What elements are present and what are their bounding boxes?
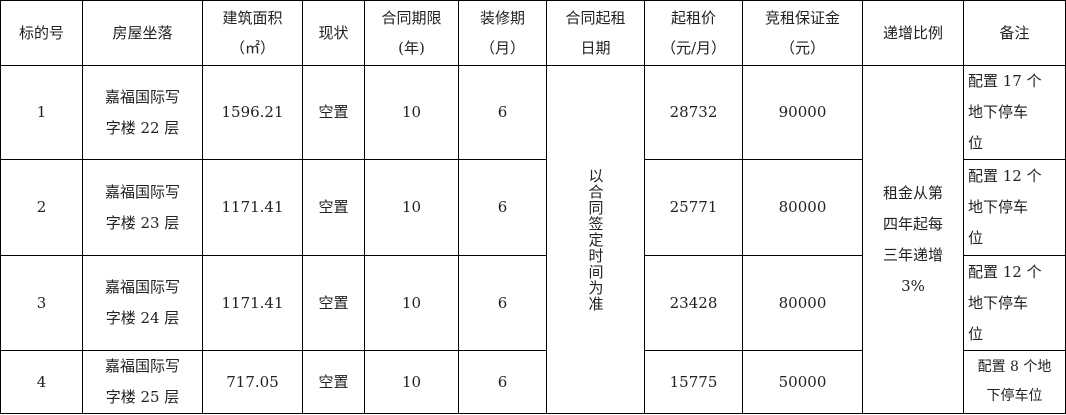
cell-increase: 租金从第四年起每三年递增 3% xyxy=(862,65,964,414)
cell-fitout: 6 xyxy=(458,255,547,351)
cell-remark: 配置 8 个地 下停车位 xyxy=(963,350,1066,414)
cell-area: 1596.21 xyxy=(202,65,303,160)
header-line: 备注 xyxy=(999,24,1030,42)
increase-line: 三年递增 xyxy=(882,245,943,264)
header-rent: 起租价 （元/月） xyxy=(644,0,743,66)
remark-line: 位 xyxy=(968,229,984,247)
cell-start-date: 以合同签定时间为准 xyxy=(546,65,645,414)
header-deposit: 竞租保证金 （元） xyxy=(742,0,863,66)
location-line: 字楼 24 层 xyxy=(105,309,180,327)
table-row: 4 嘉福国际写 字楼 25 层 717.05 空置 10 6 15775 50000 配置 8 个… xyxy=(0,350,1066,414)
cell-location: 嘉福国际写字楼 24 层 xyxy=(82,255,203,351)
header-line: 房屋坐落 xyxy=(112,24,173,42)
header-line: 建筑面积 xyxy=(222,9,283,27)
cell-rent: 23428 xyxy=(644,255,743,351)
cell-remark: 配置 12 个地下停车位 xyxy=(963,255,1066,351)
header-line: 日期 xyxy=(580,39,611,57)
cell-deposit: 90000 xyxy=(742,65,863,160)
location-line: 字楼 25 层 xyxy=(105,388,180,406)
cell-location: 嘉福国际写字楼 22 层 xyxy=(82,65,203,160)
location-line: 字楼 23 层 xyxy=(105,213,180,232)
increase-line: 四年起每 xyxy=(882,214,943,233)
header-area: 建筑面积 （㎡） xyxy=(202,0,303,66)
location-line: 嘉福国际写 xyxy=(104,357,180,375)
cell-lot-number: 4 xyxy=(0,350,83,414)
cell-lot-number: 2 xyxy=(0,159,83,256)
cell-deposit: 50000 xyxy=(742,350,863,414)
cell-rent: 15775 xyxy=(644,350,743,414)
start-date-text: 以合同签定时间为准 xyxy=(586,167,605,312)
remark-line: 位 xyxy=(968,324,984,343)
header-line: (年) xyxy=(398,39,425,57)
cell-status: 空置 xyxy=(302,65,365,160)
cell-rent: 25771 xyxy=(644,159,743,256)
header-line: （元/月） xyxy=(660,39,727,57)
cell-term: 10 xyxy=(364,159,459,256)
header-line: 装修期 xyxy=(479,9,525,27)
remark-line: 地下停车 xyxy=(968,293,1029,312)
remark-line: 地下停车 xyxy=(968,198,1029,216)
location-line: 嘉福国际写 xyxy=(104,278,180,296)
header-line: 合同起租 xyxy=(565,9,626,27)
header-increase: 递增比例 xyxy=(862,0,964,66)
header-start-date: 合同起租 日期 xyxy=(546,0,645,66)
header-lot-number: 标的号 xyxy=(0,0,83,66)
remark-line: 配置 17 个 xyxy=(968,72,1042,90)
increase-line: 租金从第 xyxy=(882,183,943,202)
remark-line: 配置 12 个 xyxy=(968,262,1042,281)
cell-remark: 配置 12 个地下停车位 xyxy=(963,159,1066,256)
header-line: 标的号 xyxy=(18,24,64,42)
increase-line: 3% xyxy=(901,276,925,295)
cell-fitout: 6 xyxy=(458,350,547,414)
header-line: 合同期限 xyxy=(381,9,442,27)
header-remark: 备注 xyxy=(963,0,1066,66)
cell-rent: 28732 xyxy=(644,65,743,160)
table-row: 1 嘉福国际写 字楼 22 层 1596.21 空置 10 6 以合同签定时间为准 28732 9… xyxy=(0,65,1066,414)
cell-area: 1171.41 xyxy=(202,255,303,351)
header-term: 合同期限 (年) xyxy=(364,0,459,66)
cell-term: 10 xyxy=(364,350,459,414)
location-line: 嘉福国际写 xyxy=(104,182,180,201)
cell-lot-number: 1 xyxy=(0,65,83,160)
cell-lot-number: 3 xyxy=(0,255,83,351)
cell-deposit: 80000 xyxy=(742,255,863,351)
header-status: 现状 xyxy=(302,0,365,66)
header-location: 房屋坐落 xyxy=(82,0,203,66)
cell-fitout: 6 xyxy=(458,65,547,160)
cell-term: 10 xyxy=(364,65,459,160)
cell-deposit: 80000 xyxy=(742,159,863,256)
cell-status: 空置 xyxy=(302,350,365,414)
header-fitout: 装修期 （月） xyxy=(458,0,547,66)
cell-area: 717.05 xyxy=(202,350,303,414)
header-row: 标的号 房屋坐落 建筑面积 （㎡） 现状 合同期限 (年) 装修期 （月） 合同起租日期 起租价 （元… xyxy=(0,0,1066,66)
cell-area: 1171.41 xyxy=(202,159,303,256)
cell-term: 10 xyxy=(364,255,459,351)
header-line: 起租价 xyxy=(670,9,716,27)
cell-status: 空置 xyxy=(302,255,365,351)
header-line: 递增比例 xyxy=(882,24,943,42)
cell-fitout: 6 xyxy=(458,159,547,256)
location-line: 字楼 22 层 xyxy=(105,118,180,137)
table-row: 2 嘉福国际写 字楼 23 层 1171.41 空置 10 6 25771 80000 配置 12… xyxy=(0,159,1066,256)
remark-line: 配置 8 个地 xyxy=(977,359,1052,375)
remark-line: 位 xyxy=(968,134,984,152)
remark-line: 地下停车 xyxy=(968,103,1029,121)
cell-location: 嘉福国际写字楼 23 层 xyxy=(82,159,203,256)
cell-location: 嘉福国际写字楼 25 层 xyxy=(82,350,203,414)
remark-line: 配置 12 个 xyxy=(968,167,1042,185)
location-line: 嘉福国际写 xyxy=(104,87,180,106)
header-line: 现状 xyxy=(318,24,349,42)
header-line: （元） xyxy=(779,39,825,57)
table-row: 3 嘉福国际写 字楼 24 层 1171.41 空置 10 6 23428 80000 配置 12… xyxy=(0,255,1066,351)
cell-status: 空置 xyxy=(302,159,365,256)
remark-line: 下停车位 xyxy=(986,388,1043,404)
cell-remark: 配置 17 个地下停车位 xyxy=(963,65,1066,160)
header-line: 竞租保证金 xyxy=(764,9,840,27)
header-line: （㎡） xyxy=(229,39,275,57)
header-line: （月） xyxy=(479,39,525,57)
